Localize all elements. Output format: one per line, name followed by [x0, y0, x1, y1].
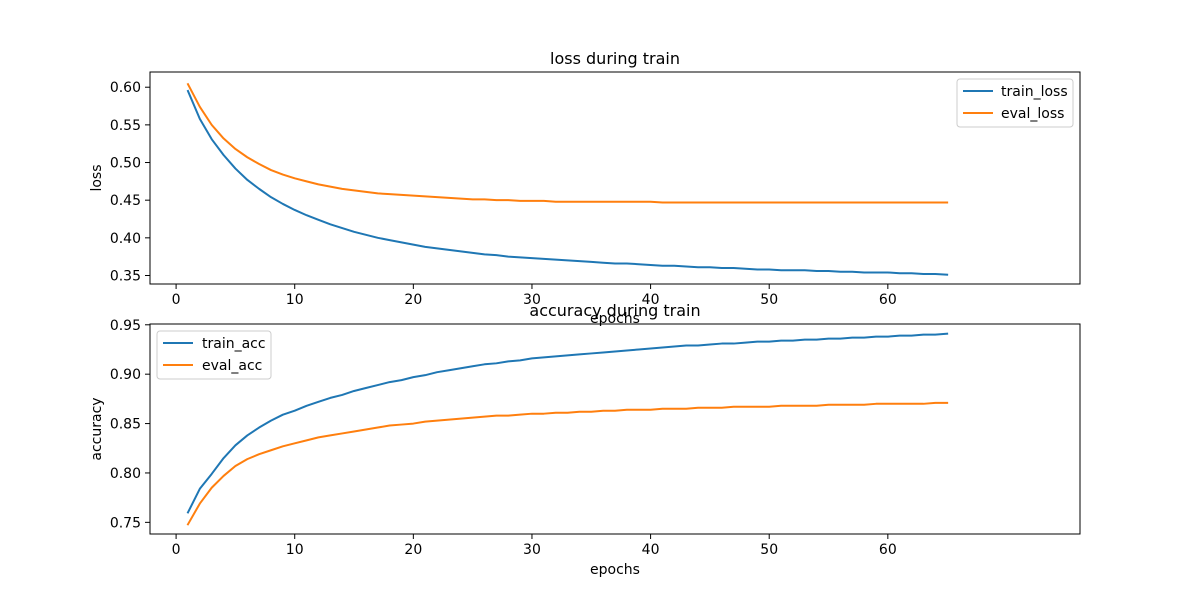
loss-y-tick-label: 0.35 [110, 268, 141, 284]
loss-y-tick-label: 0.45 [110, 193, 141, 209]
accuracy-legend-eval-acc-label: eval_acc [202, 358, 262, 374]
accuracy-series-train-acc [186, 332, 949, 514]
accuracy-y-tick-label: 0.90 [110, 367, 141, 383]
accuracy-x-tick-label: 30 [523, 542, 541, 558]
accuracy-x-tick-label: 0 [172, 542, 181, 558]
accuracy-legend: train_acc eval_acc [156, 330, 272, 380]
loss-series-layer [186, 82, 949, 276]
loss-x-tick-label: 0 [172, 292, 181, 308]
loss-x-tick-label: 30 [523, 292, 541, 308]
loss-ticks-layer: 0 10 20 30 40 50 60 0.35 0.40 0.45 0.50 0.55 0.60 [110, 80, 897, 308]
loss-y-tick-label: 0.60 [110, 80, 141, 96]
accuracy-y-tick-label: 0.85 [110, 417, 141, 433]
loss-series-train-loss [186, 89, 949, 276]
loss-plot-frame [149, 71, 1081, 285]
loss-panel-title: loss during train [550, 49, 680, 68]
accuracy-plot-frame [149, 323, 1081, 535]
loss-y-tick-label: 0.55 [110, 118, 141, 134]
accuracy-series-layer [186, 332, 949, 526]
loss-x-tick-label: 40 [642, 292, 660, 308]
accuracy-y-tick-label: 0.75 [110, 515, 141, 531]
accuracy-x-tick-label: 20 [404, 542, 422, 558]
loss-x-tick-label: 10 [286, 292, 304, 308]
accuracy-series-eval-acc [186, 401, 949, 526]
loss-legend-eval-loss-label: eval_loss [1001, 106, 1064, 122]
accuracy-x-tick-label: 50 [760, 542, 778, 558]
loss-x-tick-label: 60 [879, 292, 897, 308]
loss-y-tick-label: 0.40 [110, 231, 141, 247]
loss-series-eval-loss [186, 82, 949, 204]
loss-x-tick-label: 20 [404, 292, 422, 308]
accuracy-legend-train-acc-label: train_acc [202, 336, 266, 352]
accuracy-panel-xlabel: epochs [590, 562, 640, 578]
loss-panel-ylabel: loss [89, 164, 105, 191]
accuracy-x-tick-label: 60 [879, 542, 897, 558]
loss-legend: train_loss eval_loss [956, 78, 1074, 128]
loss-panel: loss during train loss epochs 0 10 20 30 40 5… [89, 49, 1081, 327]
accuracy-ticks-layer: 0 10 20 30 40 50 60 0.75 0.80 0.85 0.90 0.95 [110, 318, 897, 558]
accuracy-x-tick-label: 40 [642, 542, 660, 558]
accuracy-panel: accuracy during train accuracy epochs 0 1… [89, 301, 1081, 578]
accuracy-x-tick-label: 10 [286, 542, 304, 558]
accuracy-y-tick-label: 0.95 [110, 318, 141, 334]
loss-panel-xlabel: epochs [590, 311, 640, 327]
accuracy-panel-title: accuracy during train [529, 301, 700, 320]
loss-x-tick-label: 50 [760, 292, 778, 308]
loss-legend-train-loss-label: train_loss [1001, 84, 1068, 100]
loss-y-tick-label: 0.50 [110, 156, 141, 172]
accuracy-y-tick-label: 0.80 [110, 466, 141, 482]
accuracy-panel-ylabel: accuracy [89, 397, 105, 460]
